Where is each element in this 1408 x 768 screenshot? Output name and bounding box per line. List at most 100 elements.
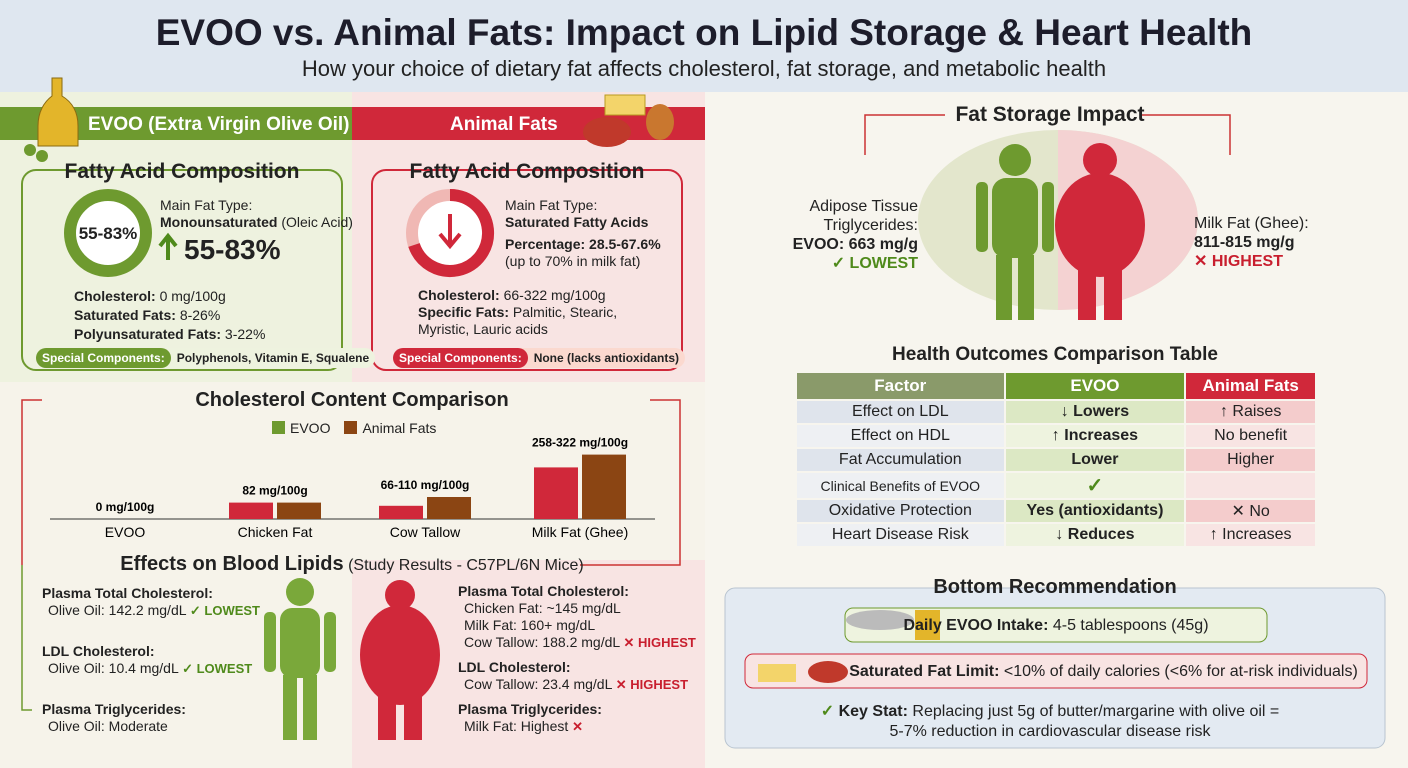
legend-swatch	[344, 421, 358, 434]
intake-label: Daily EVOO Intake:	[903, 617, 1049, 634]
table-cell: ↑ Increases	[1186, 524, 1315, 546]
lipid-group: Plasma Total Cholesterol: Chicken Fat: ~1…	[458, 583, 698, 651]
category-label: Milk Fat (Ghee)	[532, 524, 628, 540]
table-row: Clinical Benefits of EVOO ✓	[797, 473, 1315, 498]
storage-left-value: EVOO: 663 mg/g	[792, 236, 918, 253]
lipid-line: Milk Fat: Highest ✕	[458, 718, 698, 735]
storage-title: Fat Storage Impact	[955, 103, 1145, 126]
animal-banner-text: Animal Fats	[450, 114, 558, 135]
category-label: Cow Tallow	[390, 524, 461, 540]
lipid-text: Olive Oil: Moderate	[48, 718, 168, 734]
table-cell: Fat Accumulation	[797, 449, 1004, 471]
key-label: Key Stat:	[838, 703, 908, 720]
evoo-special-value: Polyphenols, Vitamin E, Squalene	[176, 351, 370, 365]
subtitle: How your choice of dietary fat affects c…	[301, 56, 1107, 81]
lipid-label: LDL Cholesterol:	[458, 659, 571, 675]
table-row: Effect on LDL ↓ Lowers ↑ Raises	[797, 401, 1315, 423]
fact-label: Cholesterol:	[74, 288, 156, 304]
animal-facts: Cholesterol: 66-322 mg/100g Specific Fat…	[418, 287, 648, 338]
lipid-text: Olive Oil: 142.2 mg/dL	[48, 602, 186, 618]
storage-left: Adipose Tissue Triglycerides: EVOO: 663 …	[790, 197, 918, 273]
bar-low	[534, 467, 578, 519]
header	[0, 0, 1408, 92]
lipid-line: Chicken Fat: ~145 mg/dL	[458, 600, 698, 617]
limit-label: Saturated Fat Limit:	[849, 663, 1000, 680]
evoo-main-type-label: Main Fat Type:	[160, 197, 253, 213]
table-cell: Yes (antioxidants)	[1005, 500, 1185, 522]
fact-label: Cholesterol:	[418, 287, 500, 303]
lipids-subtitle: (Study Results - C57PL/6N Mice)	[348, 557, 584, 574]
animal-lipids: Plasma Total Cholesterol: Chicken Fat: ~1…	[458, 583, 698, 743]
lipid-text: Chicken Fat: ~145 mg/dL	[464, 600, 621, 616]
fact-value: 3-22%	[224, 326, 266, 342]
lipid-line: Olive Oil: 10.4 mg/dL ✓ LOWEST	[42, 660, 262, 677]
intake-value: 4-5 tablespoons (45g)	[1052, 617, 1209, 634]
bar-high	[582, 454, 626, 519]
legend: EVOO Animal Fats	[272, 420, 436, 436]
lipid-text: Milk Fat: Highest	[464, 718, 569, 734]
fact-label: Saturated Fats:	[74, 307, 176, 323]
lipid-tag: ✓ LOWEST	[189, 603, 261, 618]
table-cell: ↑ Raises	[1186, 401, 1315, 423]
evoo-heading: Fatty Acid Composition	[64, 160, 300, 183]
evoo-ring-label: 55-83%	[78, 224, 138, 243]
table-header: Factor EVOO Animal Fats	[797, 373, 1315, 399]
table-cell: Lower	[1005, 449, 1185, 471]
lipid-tag: ✓ LOWEST	[182, 661, 253, 676]
outcomes-table: Factor EVOO Animal Fats Effect on LDL ↓ Lowe…	[795, 371, 1317, 548]
header-cell: Animal Fats	[1186, 373, 1315, 399]
header-cell: EVOO	[1005, 373, 1185, 399]
lipid-label: Plasma Triglycerides:	[458, 701, 602, 717]
legend-label: EVOO	[290, 420, 331, 436]
lipid-line: Olive Oil: Moderate	[42, 718, 262, 735]
table-row: Oxidative Protection Yes (antioxidants) ✕ …	[797, 500, 1315, 522]
legend-item: Animal Fats	[344, 420, 436, 436]
storage-right-value: 811-815 mg/g	[1194, 234, 1295, 251]
animal-pct-label: Percentage:	[505, 236, 586, 252]
fact-label: Polyunsaturated Fats:	[74, 326, 222, 342]
key-value: Replacing just 5g of butter/margarine wi…	[889, 703, 1280, 740]
animal-pct: 28.5-67.6%	[589, 236, 661, 252]
animal-main-type: Saturated Fatty Acids	[505, 214, 649, 230]
fact-value: 8-26%	[179, 307, 221, 323]
evoo-main-note: (Oleic Acid)	[281, 214, 353, 230]
category-label: EVOO	[105, 524, 146, 540]
evoo-lipids: Plasma Total Cholesterol: Olive Oil: 142.…	[42, 585, 262, 759]
lipid-tag: ✕ HIGHEST	[623, 635, 696, 650]
storage-right-tag: ✕ HIGHEST	[1194, 253, 1283, 270]
storage-left-tag: ✓ LOWEST	[831, 255, 918, 272]
evoo-big-stat: 55-83%	[184, 234, 281, 265]
table-cell: Heart Disease Risk	[797, 524, 1004, 546]
table-cell: Effect on HDL	[797, 425, 1004, 447]
cholesterol-chart: EVOO 0 mg/100g Chicken Fat 82 mg/100g Cow Ta…	[50, 436, 655, 540]
table-cell: Oxidative Protection	[797, 500, 1004, 522]
evoo-special-label: Special Components:	[36, 348, 171, 368]
lipid-tag: ✕ HIGHEST	[615, 677, 689, 692]
chart-title: Cholesterol Content Comparison	[195, 389, 509, 411]
lipid-label: Plasma Triglycerides:	[42, 701, 186, 717]
lipid-group: LDL Cholesterol: Cow Tallow: 23.4 mg/dL ✕…	[458, 659, 698, 693]
value-label: 82 mg/100g	[242, 484, 307, 498]
table-cell: Effect on LDL	[797, 401, 1004, 423]
category-label: Chicken Fat	[238, 524, 313, 540]
value-label: 0 mg/100g	[96, 500, 155, 514]
table-cell: ↓ Lowers	[1005, 401, 1185, 423]
evoo-main-type: Monounsaturated	[160, 214, 278, 230]
animal-special-value: None (lacks antioxidants)	[533, 351, 680, 365]
lipid-group: Plasma Triglycerides: Milk Fat: Highest ✕	[458, 701, 698, 735]
value-label: 66-110 mg/100g	[381, 478, 470, 492]
animal-special-label: Special Components:	[393, 348, 528, 368]
table-cell: Higher	[1186, 449, 1315, 471]
title: EVOO vs. Animal Fats: Impact on Lipid St…	[155, 12, 1253, 53]
legend-item: EVOO	[272, 420, 330, 436]
lipid-group: Plasma Triglycerides: Olive Oil: Moderate	[42, 701, 262, 735]
lipid-text: Cow Tallow: 23.4 mg/dL	[464, 676, 612, 692]
lipid-text: Olive Oil: 10.4 mg/dL	[48, 660, 179, 676]
fact-value: 66-322 mg/100g	[503, 287, 606, 303]
table-row: Fat Accumulation Lower Higher	[797, 449, 1315, 471]
legend-label: Animal Fats	[362, 420, 437, 436]
storage-left-label: Adipose Tissue Triglycerides:	[809, 198, 918, 234]
lipid-label: Plasma Total Cholesterol:	[42, 585, 213, 601]
